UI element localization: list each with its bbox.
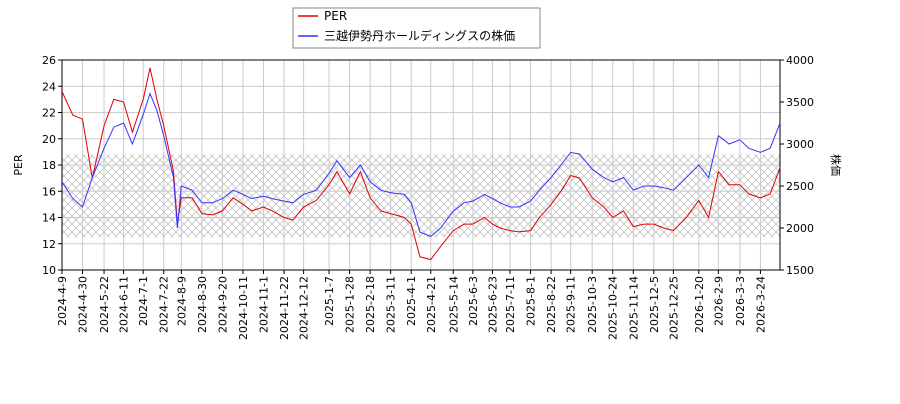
y-tick-label: 24 <box>42 80 56 93</box>
x-tick-label: 2026-3-3 <box>734 276 747 326</box>
x-tick-label: 2025-3-11 <box>385 276 398 333</box>
x-tick-label: 2024-5-22 <box>98 276 111 333</box>
y2-tick-label: 3500 <box>786 96 814 109</box>
series-line <box>61 92 781 237</box>
series-line <box>61 67 781 261</box>
x-tick-label: 2025-6-23 <box>486 276 499 333</box>
x-tick-label: 2025-2-18 <box>364 276 377 333</box>
shaded-band <box>62 154 780 238</box>
x-tick-label: 2024-12-12 <box>298 276 311 340</box>
x-tick-label: 2024-8-9 <box>175 276 188 326</box>
plot-frame <box>61 59 781 271</box>
y2-tick-label: 3000 <box>786 138 814 151</box>
x-tick-label: 2025-10-24 <box>607 276 620 340</box>
x-tick-label: 2026-3-24 <box>754 276 767 333</box>
x-tick-label: 2025-7-11 <box>504 276 517 333</box>
x-tick-label: 2024-11-22 <box>278 276 291 340</box>
x-tick-label: 2024-9-20 <box>216 276 229 333</box>
y2-tick-label: 2000 <box>786 222 814 235</box>
x-tick-label: 2025-1-7 <box>323 276 336 326</box>
x-tick-label: 2026-2-9 <box>712 276 725 326</box>
x-tick-label: 2024-4-30 <box>77 276 90 333</box>
x-tick-label: 2025-4-21 <box>425 276 438 333</box>
x-tick-label: 2024-7-22 <box>158 276 171 333</box>
legend-label: PER <box>324 9 347 23</box>
x-tick-label: 2024-7-1 <box>137 276 150 326</box>
legend-box <box>292 7 541 49</box>
y-tick-label: 26 <box>42 54 56 67</box>
y2-tick-label: 1500 <box>786 264 814 277</box>
x-tick-label: 2024-6-11 <box>118 276 131 333</box>
x-tick-label: 2025-10-3 <box>586 276 599 333</box>
x-tick-label: 2025-6-3 <box>467 276 480 326</box>
x-tick-label: 2024-10-11 <box>237 276 250 340</box>
y2-tick-label: 4000 <box>786 54 814 67</box>
x-tick-label: 2025-4-1 <box>405 276 418 326</box>
x-tick-label: 2024-4-9 <box>56 276 69 326</box>
x-tick-label: 2025-9-11 <box>565 276 578 333</box>
x-tick-label: 2025-8-22 <box>545 276 558 333</box>
x-tick-label: 2025-11-14 <box>627 276 640 340</box>
x-tick-label: 2024-11-1 <box>258 276 271 333</box>
y-tick-label: 12 <box>42 238 56 251</box>
y-tick-label: 22 <box>42 107 56 120</box>
x-tick-label: 2024-8-30 <box>196 276 209 333</box>
legend-label: 三越伊勢丹ホールディングスの株価 <box>324 28 515 43</box>
x-tick-label: 2025-8-1 <box>525 276 538 326</box>
x-tick-label: 2026-1-20 <box>693 276 706 333</box>
y-axis-label: PER <box>12 154 25 176</box>
y-tick-label: 10 <box>42 264 56 277</box>
y-tick-label: 18 <box>42 159 56 172</box>
y-tick-label: 20 <box>42 133 56 146</box>
y2-axis-label: 株価 <box>829 154 843 176</box>
y2-tick-label: 2500 <box>786 180 814 193</box>
y-tick-label: 16 <box>42 185 56 198</box>
x-tick-label: 2025-12-5 <box>648 276 661 333</box>
y-tick-label: 14 <box>42 212 56 225</box>
x-tick-label: 2025-12-25 <box>667 276 680 340</box>
x-tick-label: 2025-5-14 <box>447 276 460 333</box>
x-tick-label: 2025-1-28 <box>344 276 357 333</box>
